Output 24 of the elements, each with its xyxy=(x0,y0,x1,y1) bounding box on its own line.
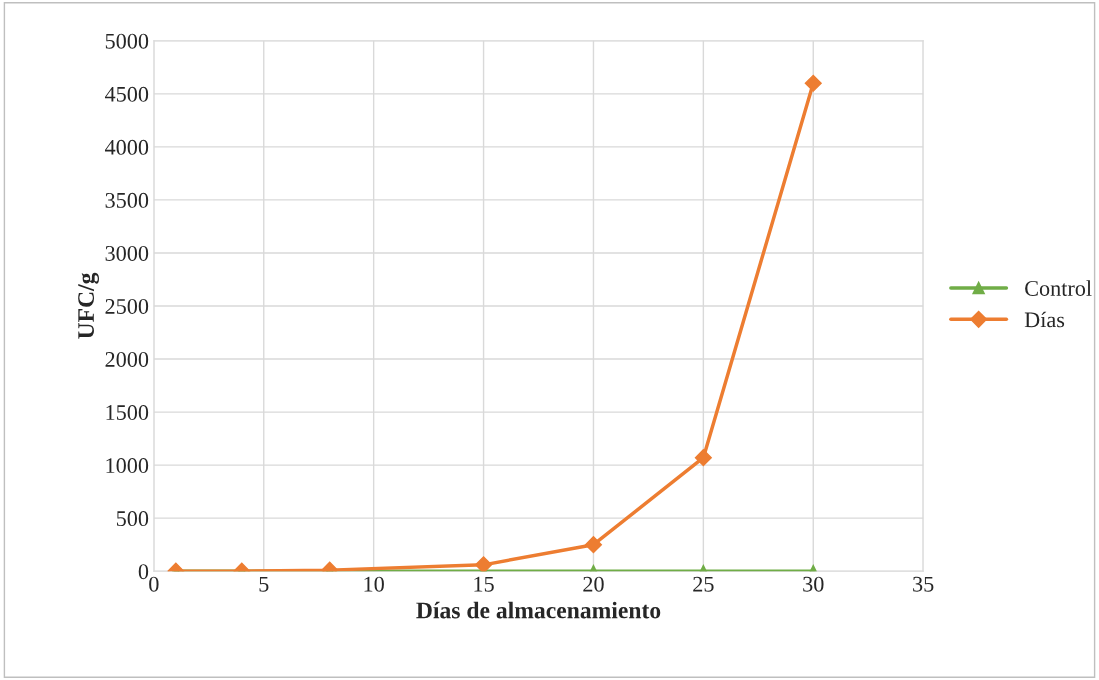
x-tick-label: 5 xyxy=(259,576,269,592)
legend-label: Días xyxy=(1024,311,1065,328)
x-tick-label: 30 xyxy=(803,576,824,592)
legend-label: Control xyxy=(1025,280,1092,296)
x-tick-label: 10 xyxy=(364,576,384,592)
y-axis-title: UFC/g xyxy=(78,272,99,339)
y-tick-label: 500 xyxy=(116,511,149,527)
y-tick-label: 5000 xyxy=(105,33,149,49)
x-axis-title: Días de almacenamiento xyxy=(416,601,661,619)
point xyxy=(804,74,822,92)
x-tick-label: 25 xyxy=(693,576,714,592)
y-tick-label: 0 xyxy=(138,564,149,580)
x-tick-label: 35 xyxy=(913,576,934,592)
y-tick-label: 2500 xyxy=(105,298,149,314)
y-tick-label: 2000 xyxy=(105,351,149,367)
x-tick-label: 20 xyxy=(583,576,604,592)
y-tick-label: 4000 xyxy=(104,139,149,155)
y-tick-label: 1500 xyxy=(106,405,149,421)
y-tick-label: 3000 xyxy=(105,245,149,261)
x-tick-label: 0 xyxy=(149,576,159,592)
y-tick-label: 3500 xyxy=(105,192,149,208)
y-tick-label: 1000 xyxy=(106,458,149,474)
y-tick-label: 4500 xyxy=(104,86,149,102)
x-tick-label: 15 xyxy=(474,576,494,592)
